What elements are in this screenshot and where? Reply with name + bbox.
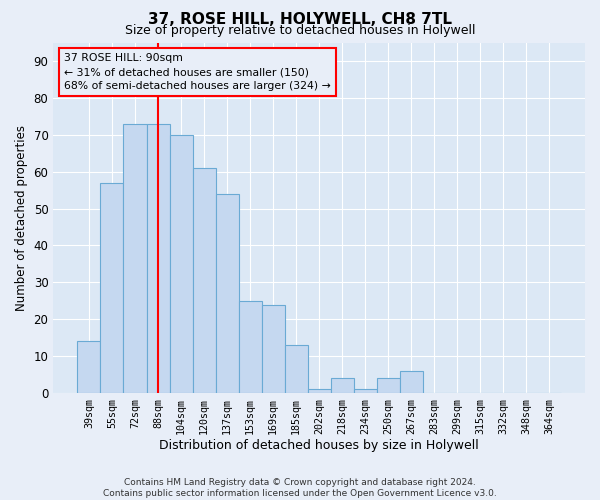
Bar <box>170 135 193 393</box>
Bar <box>400 371 423 393</box>
Y-axis label: Number of detached properties: Number of detached properties <box>15 125 28 311</box>
Bar <box>239 301 262 393</box>
Bar <box>146 124 170 393</box>
Text: 37 ROSE HILL: 90sqm
← 31% of detached houses are smaller (150)
68% of semi-detac: 37 ROSE HILL: 90sqm ← 31% of detached ho… <box>64 53 331 91</box>
Bar <box>331 378 353 393</box>
Bar <box>284 345 308 393</box>
Bar <box>193 168 215 393</box>
Bar <box>215 194 239 393</box>
X-axis label: Distribution of detached houses by size in Holywell: Distribution of detached houses by size … <box>159 440 479 452</box>
Text: Size of property relative to detached houses in Holywell: Size of property relative to detached ho… <box>125 24 475 37</box>
Bar <box>308 390 331 393</box>
Bar <box>100 182 124 393</box>
Bar <box>377 378 400 393</box>
Bar <box>262 304 284 393</box>
Bar <box>77 342 100 393</box>
Bar <box>124 124 146 393</box>
Text: 37, ROSE HILL, HOLYWELL, CH8 7TL: 37, ROSE HILL, HOLYWELL, CH8 7TL <box>148 12 452 28</box>
Bar <box>353 390 377 393</box>
Text: Contains HM Land Registry data © Crown copyright and database right 2024.
Contai: Contains HM Land Registry data © Crown c… <box>103 478 497 498</box>
